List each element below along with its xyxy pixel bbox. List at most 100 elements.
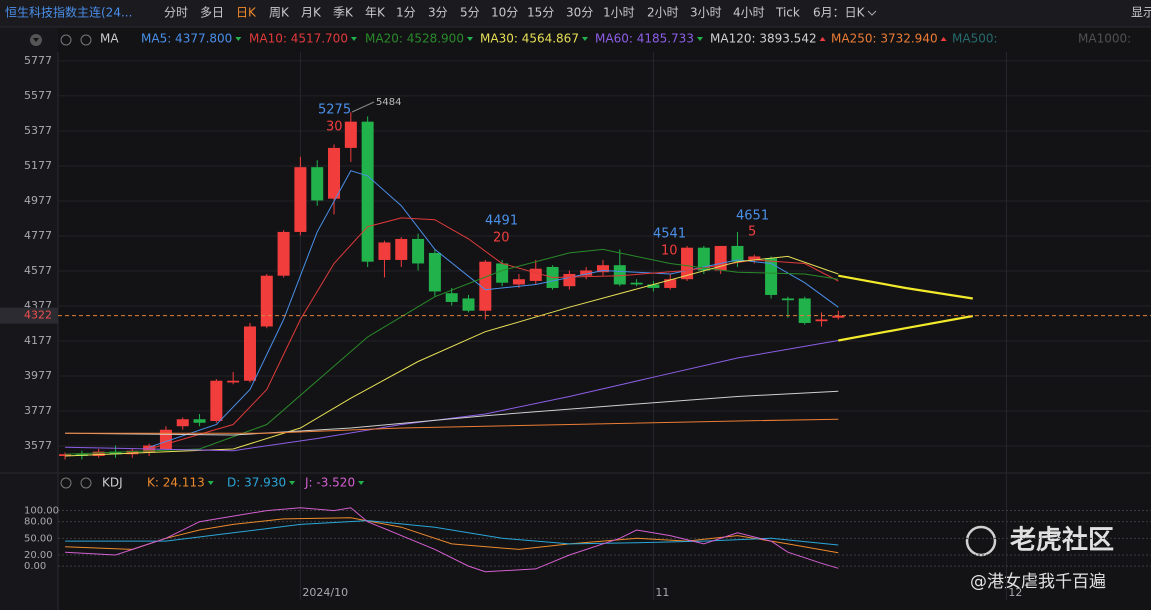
legend-entry: D: 37.930 [227, 476, 286, 490]
indicator-line [65, 340, 839, 452]
trend-arrow [350, 37, 357, 41]
last-price-label: 4322 [24, 309, 52, 322]
y-tick-label: 80.00 [24, 517, 53, 528]
legend-entry: MA30: 4564.867 [480, 32, 579, 46]
candle-body [748, 256, 761, 260]
chart-annotation: 5 [748, 225, 756, 240]
candle-body [798, 298, 811, 323]
period-tab[interactable]: 多日 [200, 6, 224, 20]
chart-annotation: 4491 [485, 214, 518, 229]
chart-annotation: 5275 [318, 103, 351, 118]
indicator-line [838, 274, 973, 300]
legend-entry: MA10: 4517.700 [249, 32, 348, 46]
y-tick-label: 4177 [24, 334, 52, 347]
period-tab[interactable]: Tick [775, 6, 800, 20]
chart-annotation: 4541 [653, 227, 686, 242]
symbol-title[interactable]: 恒生科技指数主连(24... [5, 5, 132, 20]
period-tab[interactable]: 5分 [460, 6, 480, 20]
trend-arrow [466, 37, 473, 41]
legend-entry: MA250: 3732.940 [831, 32, 938, 46]
candle-body [445, 293, 458, 302]
period-tab[interactable]: 2小时 [647, 6, 679, 20]
trend-arrow [581, 37, 588, 41]
range-select[interactable]: 6月：日K [813, 6, 866, 20]
candle-body [193, 419, 206, 423]
annotation-leader [351, 101, 375, 113]
candle-body [277, 231, 290, 276]
period-tab[interactable]: 周K [269, 6, 290, 20]
period-tab[interactable]: 3小时 [690, 6, 722, 20]
period-tab[interactable]: 4小时 [733, 6, 765, 20]
legend-entry: K: 24.113 [147, 476, 205, 490]
period-tab[interactable]: 1分 [396, 6, 416, 20]
candle-body [630, 282, 643, 285]
y-tick-label: 5577 [24, 89, 52, 102]
candle-body [210, 380, 223, 421]
trend-arrow [696, 37, 703, 41]
candle-body [512, 279, 525, 285]
period-tab[interactable]: 季K [333, 6, 354, 20]
candle-body [563, 273, 576, 287]
period-tab[interactable]: 日K [236, 6, 257, 20]
y-tick-label: 5177 [24, 159, 52, 172]
candle-body [580, 270, 593, 276]
trend-arrow [235, 37, 242, 41]
chart-annotation: 4651 [736, 209, 769, 224]
kdj-close-icon[interactable] [80, 477, 92, 489]
candle-body [613, 265, 626, 285]
period-tab[interactable]: 分时 [164, 6, 188, 20]
y-tick-label: 20.00 [24, 550, 53, 561]
period-tab[interactable]: 10分 [491, 6, 518, 20]
x-tick-label: 12 [1008, 586, 1022, 599]
chart-annotation: 5484 [376, 97, 401, 108]
indicator-line [65, 255, 839, 457]
candle-body [243, 326, 256, 381]
candle-body [294, 167, 307, 232]
period-tab[interactable]: 1小时 [603, 6, 635, 20]
y-tick-label: 3777 [24, 404, 52, 417]
display-button[interactable]: 显示 [1131, 6, 1151, 20]
candle-body [159, 429, 172, 449]
period-tab[interactable]: 30分 [566, 6, 593, 20]
candle-body [311, 167, 324, 201]
watermark-user: @港女虐我千百遍 [970, 572, 1106, 592]
range-caret [867, 10, 877, 16]
candle-body [328, 147, 341, 199]
period-tab[interactable]: 3分 [428, 6, 448, 20]
candle-body [731, 245, 744, 262]
y-tick-label: 4777 [24, 229, 52, 242]
y-tick-label: 50.00 [24, 533, 53, 544]
indicator-line [148, 217, 839, 450]
kdj-settings-icon[interactable] [60, 477, 72, 489]
chart-annotation: 20 [493, 231, 510, 246]
y-tick-label: 4577 [24, 264, 52, 277]
candle-body [395, 238, 408, 260]
close-icon[interactable] [80, 34, 92, 46]
settings-icon[interactable] [60, 34, 72, 46]
candle-body [428, 252, 441, 292]
candle-body [412, 238, 425, 264]
trend-arrow [358, 481, 365, 485]
legend-entry: J: -3.520 [304, 476, 355, 490]
candle-body [92, 451, 105, 456]
y-tick-label: 3977 [24, 369, 52, 382]
legend-entry: MA1000: [1078, 32, 1131, 46]
candle-body [664, 279, 677, 288]
y-tick-label: 5377 [24, 124, 52, 137]
candle-body [109, 451, 122, 455]
watermark-logo [965, 525, 997, 557]
period-tab[interactable]: 年K [365, 6, 386, 20]
indicator-line [65, 507, 839, 573]
candle-body [227, 380, 240, 383]
trend-arrow [289, 481, 296, 485]
period-tab[interactable]: 月K [301, 6, 322, 20]
chart-annotation: 10 [661, 244, 678, 259]
candle-body [697, 247, 710, 271]
period-tab[interactable]: 15分 [527, 6, 554, 20]
indicator-title: MA [100, 32, 119, 46]
legend-entry: MA5: 4377.800 [141, 32, 232, 46]
trend-arrow [819, 37, 826, 41]
indicator-line [838, 314, 973, 342]
